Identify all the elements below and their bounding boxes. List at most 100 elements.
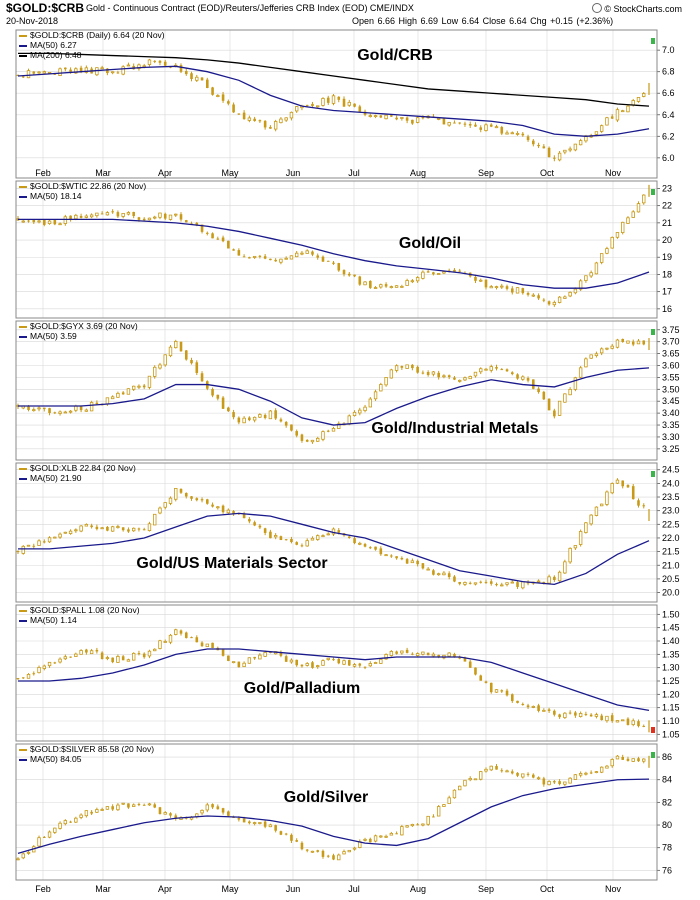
price-bar-body: [253, 118, 256, 122]
price-bar-body: [589, 772, 593, 774]
price-bar: [352, 846, 357, 851]
price-bar-body: [352, 664, 357, 667]
price-bar-body: [64, 67, 67, 70]
price-bar-body: [521, 581, 525, 589]
price-bar: [437, 370, 440, 380]
price-bar: [379, 835, 383, 838]
price-bar-body: [37, 71, 41, 74]
price-bar: [474, 667, 477, 676]
price-bar-body: [558, 781, 561, 785]
price-bar: [227, 655, 230, 662]
price-bar: [410, 823, 415, 827]
price-bar: [368, 661, 373, 667]
price-bar-body: [58, 822, 62, 829]
price-bar-body: [542, 146, 546, 149]
price-bar: [184, 68, 188, 76]
x-tick-label-top: Mar: [95, 168, 111, 178]
price-bar-body: [37, 667, 41, 674]
price-bar-body: [32, 409, 36, 412]
price-bar-body: [63, 411, 68, 414]
price-bar-body: [126, 212, 131, 215]
price-bar-body: [605, 715, 609, 722]
price-bar-body: [116, 526, 120, 528]
price-bar-body: [384, 654, 388, 660]
brand[interactable]: © StockCharts.com: [592, 3, 682, 14]
price-bar: [505, 368, 509, 372]
price-bar: [568, 146, 572, 153]
y-tick-label: 21: [662, 218, 672, 228]
price-bar-body: [578, 531, 583, 545]
price-bar: [584, 711, 588, 717]
price-bar: [405, 364, 409, 369]
price-bar: [321, 849, 325, 859]
price-bar: [642, 194, 646, 205]
price-bar-body: [290, 834, 293, 841]
x-tick-label-bottom: Apr: [158, 884, 172, 894]
price-bar-body: [58, 223, 62, 226]
chart-panel-6: 76 78 80 82 84 86 $GOLD:$SILVER 85.58 (20 Nov)…: [15, 743, 672, 881]
price-bar: [489, 765, 493, 772]
price-bar: [557, 400, 562, 416]
price-bar-body: [16, 858, 20, 861]
price-bar: [358, 541, 362, 546]
price-bar-body: [110, 71, 115, 74]
price-bar: [468, 375, 472, 380]
price-bar-body: [605, 765, 609, 769]
price-bar: [537, 142, 540, 149]
price-bar-body: [337, 263, 341, 271]
price-bar: [84, 65, 89, 74]
price-bar: [621, 221, 625, 235]
price-bar-body: [279, 536, 283, 541]
price-bar-body: [263, 414, 267, 418]
price-bar-body: [468, 661, 472, 668]
price-bar-body: [447, 652, 451, 657]
price-bar: [373, 834, 378, 843]
price-bar: [610, 236, 614, 249]
price-bar: [216, 804, 220, 810]
price-bar: [295, 429, 298, 438]
price-bar: [105, 655, 110, 661]
price-bar: [163, 811, 167, 815]
price-bar-body: [531, 706, 536, 708]
price-bar-body: [568, 291, 572, 297]
price-bar: [332, 853, 335, 861]
price-bar-body: [395, 117, 398, 120]
price-bar: [374, 546, 377, 551]
price-bar-body: [116, 656, 120, 663]
price-bar: [352, 410, 357, 417]
price-bar-body: [231, 661, 236, 664]
price-bar-body: [400, 557, 404, 560]
price-bar: [552, 300, 557, 307]
price-bar-body: [142, 804, 146, 806]
price-bar-body: [489, 124, 493, 127]
price-bar-body: [553, 710, 556, 715]
price-bar: [410, 558, 415, 564]
price-bar-body: [195, 76, 199, 81]
price-bar: [232, 248, 235, 251]
price-bar-body: [63, 216, 68, 224]
price-bar-body: [458, 270, 461, 272]
price-bar-body: [153, 513, 157, 526]
ma50-line: [18, 512, 650, 586]
price-bar-body: [352, 411, 357, 417]
price-bar-body: [95, 649, 99, 652]
price-bar: [68, 529, 73, 535]
price-bar-body: [131, 652, 136, 661]
price-bar-body: [321, 98, 325, 106]
price-bar: [426, 815, 430, 826]
price-bar-body: [368, 663, 373, 667]
chart-annotation: Gold/Industrial Metals: [371, 420, 538, 437]
price-bar: [547, 574, 551, 585]
price-bar-body: [594, 506, 599, 516]
price-bar: [311, 101, 314, 108]
price-bar-body: [489, 366, 493, 371]
price-bar: [405, 116, 409, 124]
x-tick-label-bottom: May: [221, 884, 239, 894]
price-bar: [32, 543, 36, 549]
price-bar-body: [436, 273, 441, 275]
price-bar: [599, 253, 604, 265]
panel-legend: $GOLD:$CRB (Daily) 6.64 (20 Nov)MA(50) 6…: [19, 30, 165, 60]
price-bar: [578, 279, 583, 292]
price-bar-body: [457, 785, 462, 791]
